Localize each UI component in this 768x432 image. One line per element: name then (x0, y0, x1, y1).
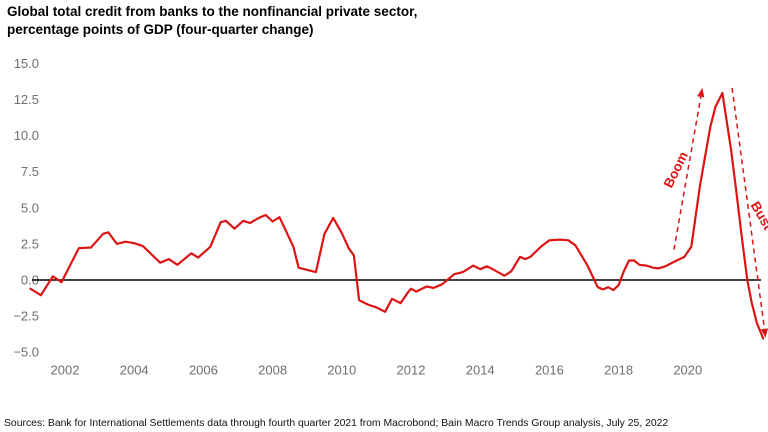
boom-arrow (673, 96, 702, 250)
title-line-2: percentage points of GDP (four-quarter c… (7, 21, 314, 37)
x-axis-tick-label: 2014 (466, 363, 495, 378)
title-line-1: Global total credit from banks to the no… (7, 4, 418, 19)
x-axis-tick-label: 2016 (535, 363, 564, 378)
y-axis-tick-label: 15.0 (14, 56, 39, 71)
x-axis-tick-label: 2010 (327, 363, 356, 378)
y-axis-tick-label: −5.0 (13, 345, 39, 360)
page-title: Global total credit from banks to the no… (7, 3, 417, 38)
x-axis-tick-label: 2002 (51, 363, 80, 378)
y-axis-tick-label: 10.0 (14, 128, 39, 143)
bust-arrow (731, 87, 766, 329)
source-note: Sources: Bank for International Settleme… (4, 418, 669, 429)
x-axis-tick-label: 2012 (397, 363, 426, 378)
bust-arrowhead-icon (760, 328, 768, 338)
boom-label: Boom (661, 149, 691, 190)
y-axis-tick-label: 5.0 (21, 200, 39, 215)
y-axis-tick-label: 12.5 (14, 92, 39, 107)
x-axis-tick-label: 2018 (604, 363, 633, 378)
x-axis-tick-label: 2020 (673, 363, 702, 378)
credit-line-series (29, 91, 765, 340)
boom-arrowhead-icon (697, 87, 705, 98)
y-axis-tick-label: −2.5 (13, 309, 39, 324)
x-axis-tick-label: 2006 (189, 363, 218, 378)
x-axis-tick-label: 2004 (120, 363, 149, 378)
y-axis-tick-label: 0.0 (21, 273, 39, 288)
x-axis-tick-label: 2008 (258, 363, 287, 378)
y-axis-tick-label: 7.5 (21, 164, 39, 179)
bust-label: Bust (748, 199, 768, 233)
y-axis-tick-label: 2.5 (21, 236, 39, 251)
